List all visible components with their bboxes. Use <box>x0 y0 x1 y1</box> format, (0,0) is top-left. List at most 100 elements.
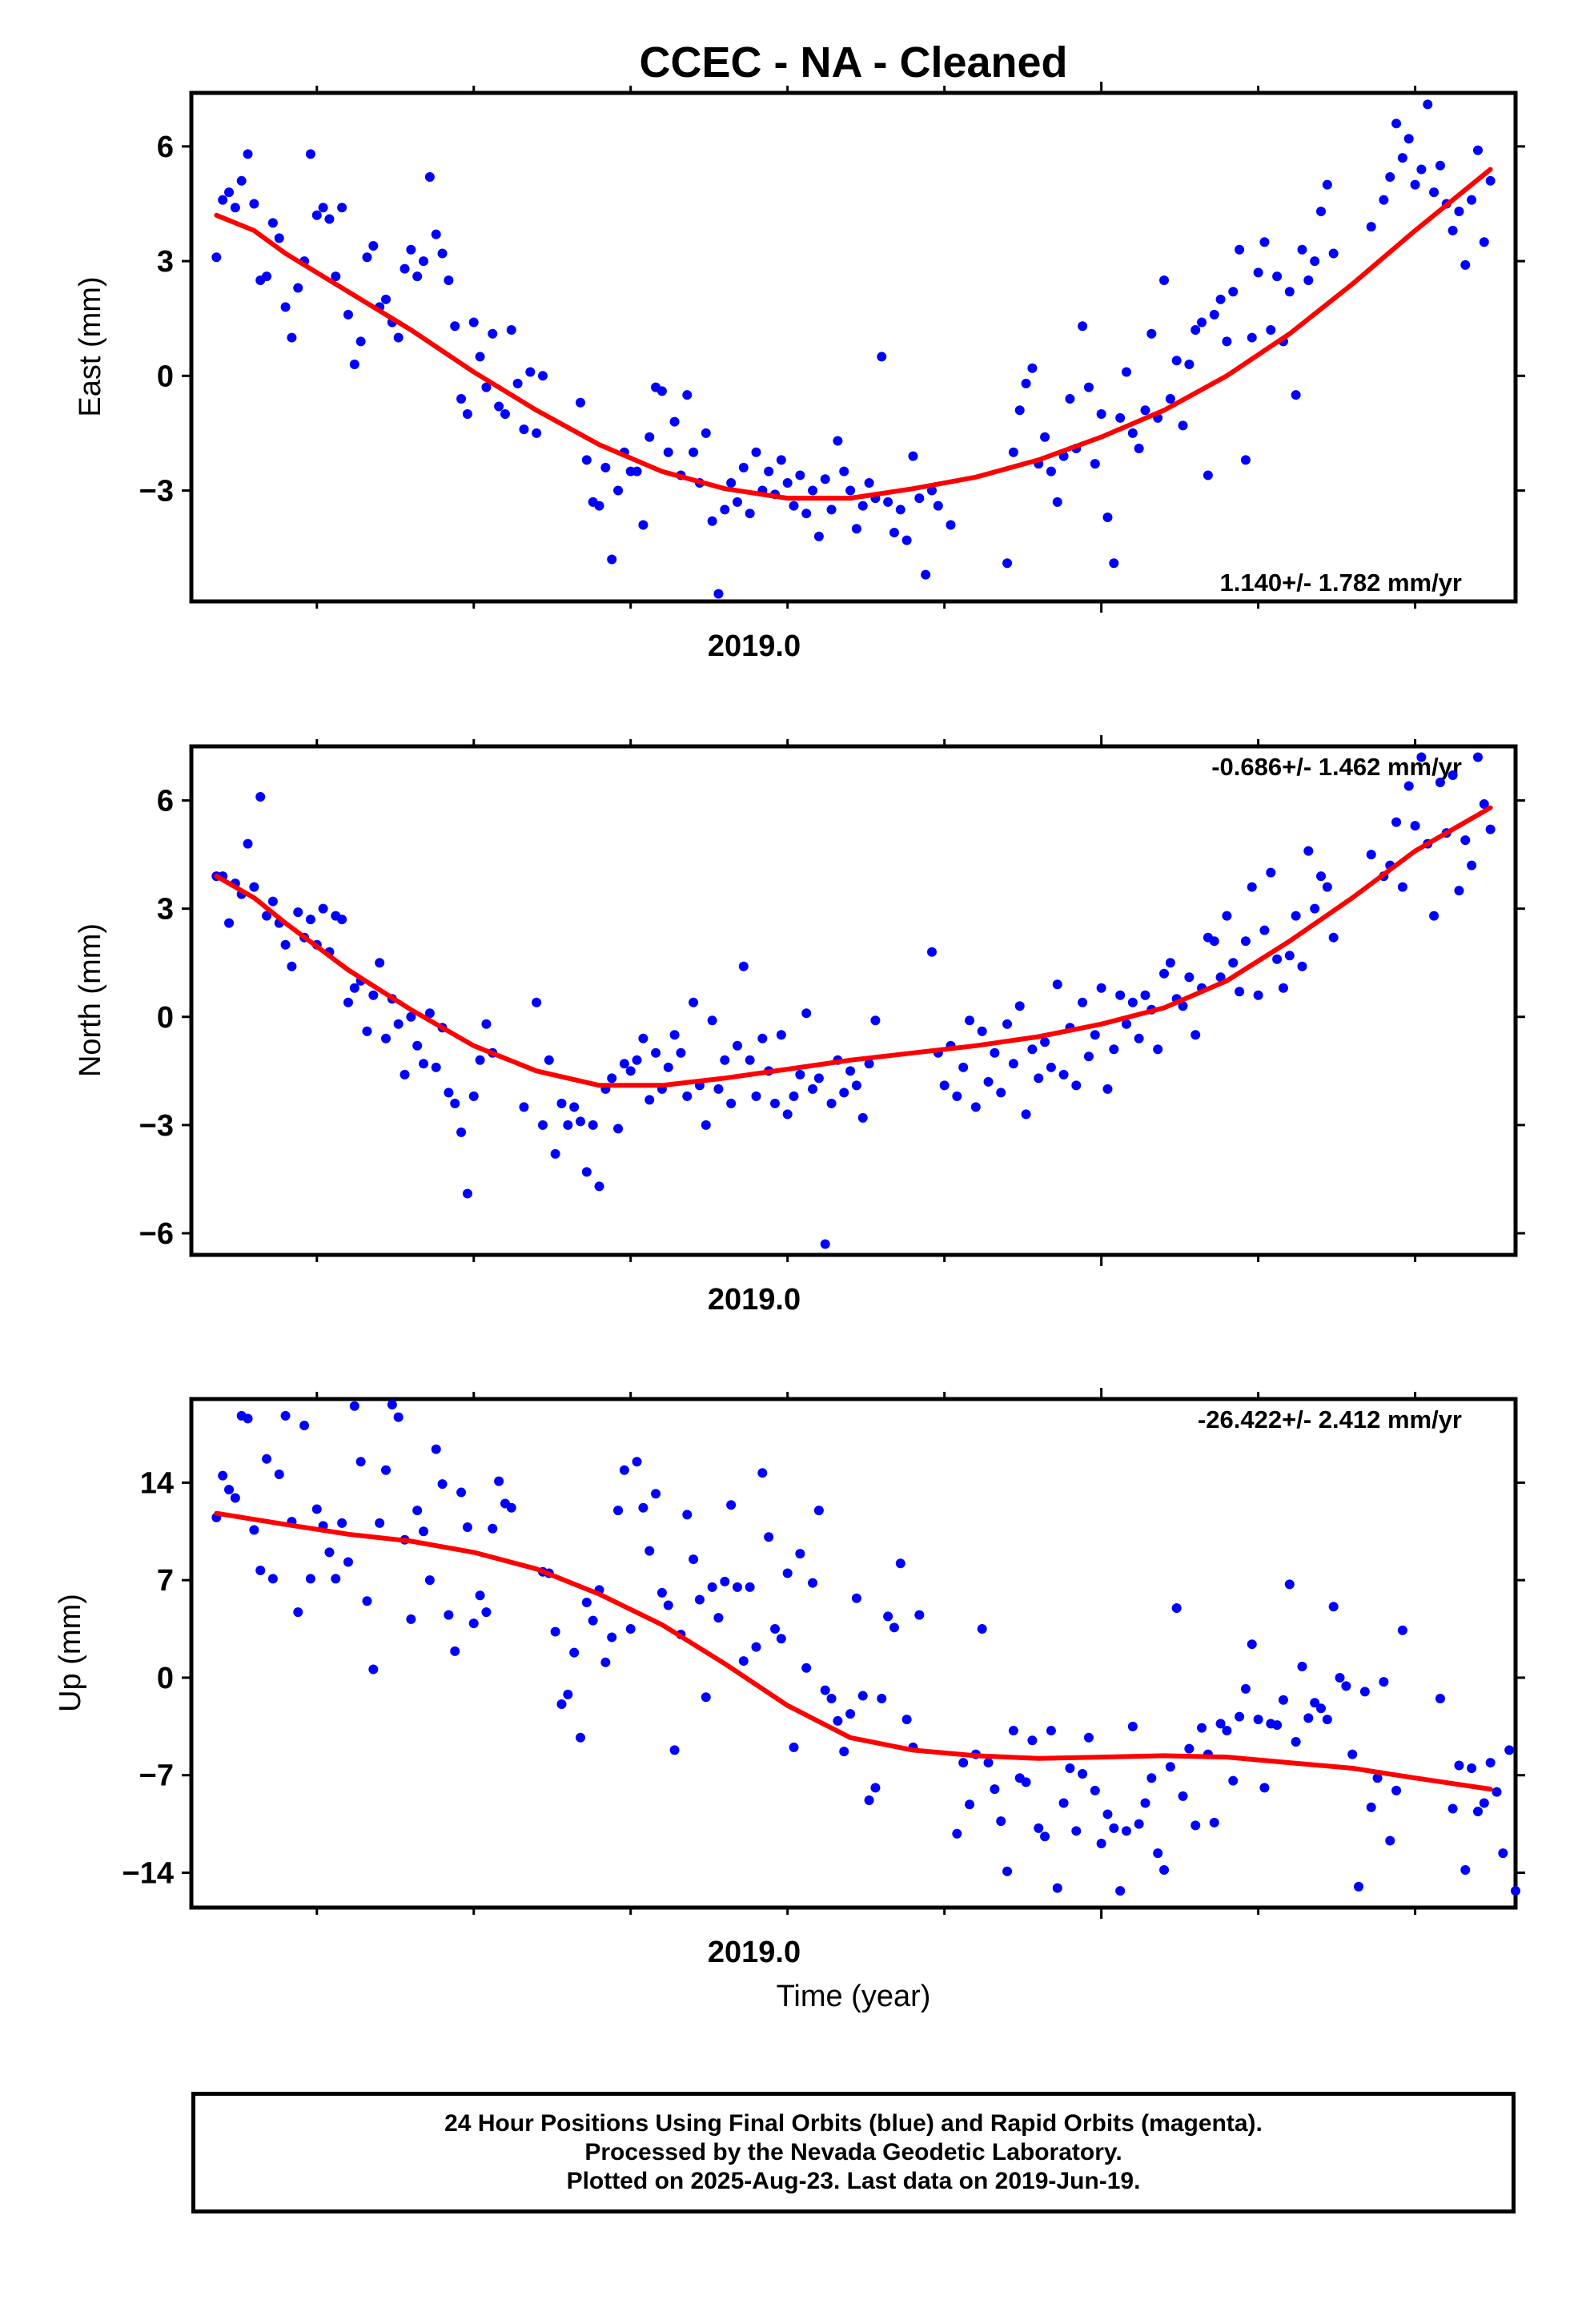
up-data-point <box>1165 1762 1175 1772</box>
east-data-point <box>607 554 617 565</box>
east-data-point <box>475 352 485 362</box>
up-data-point <box>569 1647 580 1658</box>
north-data-point <box>293 907 303 918</box>
east-data-point <box>488 328 498 339</box>
up-data-point <box>1492 1787 1502 1797</box>
east-data-point <box>249 199 259 209</box>
up-data-point <box>444 1610 454 1620</box>
north-data-point <box>745 1055 755 1065</box>
up-data-point <box>738 1656 749 1667</box>
north-data-point <box>651 1047 661 1058</box>
up-data-point <box>895 1558 905 1569</box>
north-data-point <box>970 1102 981 1112</box>
north-y-axis-label: North (mm) <box>74 923 107 1077</box>
east-data-point <box>789 501 799 511</box>
north-data-point <box>406 1011 416 1022</box>
north-data-point <box>475 1055 485 1065</box>
east-data-point <box>613 485 624 496</box>
east-data-point <box>362 252 372 263</box>
east-data-point <box>1429 187 1439 198</box>
east-data-point <box>468 317 479 328</box>
east-data-point <box>393 332 404 343</box>
up-data-point <box>839 1747 849 1757</box>
up-data-point <box>1115 1886 1126 1896</box>
up-rate-label: -26.422+/- 2.412 mm/yr <box>1198 1405 1462 1433</box>
north-data-point <box>412 1040 423 1051</box>
north-data-point <box>1127 997 1138 1007</box>
north-data-point <box>839 1088 849 1098</box>
north-data-point <box>1222 911 1232 921</box>
up-data-point <box>1040 1831 1050 1842</box>
east-data-point <box>1391 119 1402 129</box>
up-data-point <box>707 1582 717 1592</box>
up-data-point <box>996 1816 1006 1827</box>
north-data-point <box>468 1091 479 1101</box>
east-data-point <box>1297 244 1307 255</box>
east-x-tick-label: 2019.0 <box>708 629 801 663</box>
up-data-point <box>1078 1768 1088 1779</box>
up-data-point <box>1197 1723 1207 1733</box>
north-data-point <box>1165 958 1175 968</box>
east-data-point <box>481 382 492 392</box>
caption-box: 24 Hour Positions Using Final Orbits (bl… <box>191 2092 1516 2213</box>
east-data-point <box>820 474 830 485</box>
east-y-tick-label: 0 <box>157 360 174 393</box>
north-data-point <box>720 1055 730 1065</box>
up-data-point <box>751 1642 761 1652</box>
up-data-point <box>656 1587 667 1598</box>
east-data-point <box>1197 317 1207 328</box>
up-data-point <box>1284 1579 1295 1590</box>
up-data-point <box>488 1523 498 1534</box>
east-data-point <box>1366 222 1376 232</box>
caption-line-2: Processed by the Nevada Geodetic Laborat… <box>584 2139 1122 2165</box>
east-data-point <box>1310 256 1320 267</box>
east-panel: East (mm) 1.140+/- 1.782 mm/yr 2019.0 −3… <box>74 82 1525 663</box>
north-data-point <box>952 1091 962 1101</box>
north-data-point <box>813 1073 824 1084</box>
caption-line-3: Plotted on 2025-Aug-23. Last data on 201… <box>566 2168 1141 2194</box>
up-data-point <box>494 1476 504 1486</box>
north-data-point <box>1096 983 1106 993</box>
up-data-point <box>864 1795 874 1806</box>
up-data-point <box>977 1624 987 1634</box>
up-data-point <box>1121 1826 1131 1836</box>
up-data-point <box>607 1632 617 1642</box>
north-data-point <box>607 1073 617 1084</box>
east-data-point <box>1397 153 1407 163</box>
north-data-point <box>556 1098 567 1108</box>
up-data-point <box>588 1615 598 1626</box>
up-y-tick-label: 0 <box>157 1662 174 1695</box>
east-data-point <box>293 283 303 293</box>
east-data-point <box>808 485 818 496</box>
north-data-point <box>343 997 353 1007</box>
north-data-point <box>1046 1062 1056 1072</box>
north-data-point <box>1191 1030 1201 1040</box>
east-data-point <box>833 436 843 446</box>
north-data-point <box>689 997 699 1007</box>
up-data-point <box>1341 1681 1351 1691</box>
east-data-point <box>419 256 429 267</box>
east-data-point <box>745 509 755 519</box>
east-rate-label: 1.140+/- 1.782 mm/yr <box>1220 569 1462 597</box>
east-data-point <box>1046 466 1056 476</box>
east-data-point <box>921 569 931 580</box>
up-data-point <box>324 1547 335 1558</box>
up-data-point <box>1291 1736 1301 1747</box>
up-data-point <box>305 1574 315 1584</box>
up-data-point <box>355 1457 366 1467</box>
east-data-point <box>1065 393 1075 404</box>
up-data-point <box>782 1568 793 1578</box>
up-data-point <box>249 1525 259 1535</box>
up-data-point <box>406 1614 416 1624</box>
north-data-point <box>1027 1044 1038 1055</box>
north-data-point <box>1178 1001 1188 1011</box>
up-data-point <box>651 1489 661 1499</box>
north-data-point <box>1040 1037 1050 1047</box>
north-data-point <box>870 1015 881 1026</box>
east-data-point <box>1272 271 1283 282</box>
north-data-point <box>682 1091 693 1101</box>
east-data-point <box>1435 160 1445 171</box>
east-data-point <box>424 172 435 183</box>
up-data-point <box>1328 1602 1339 1612</box>
east-data-point <box>1253 267 1263 278</box>
